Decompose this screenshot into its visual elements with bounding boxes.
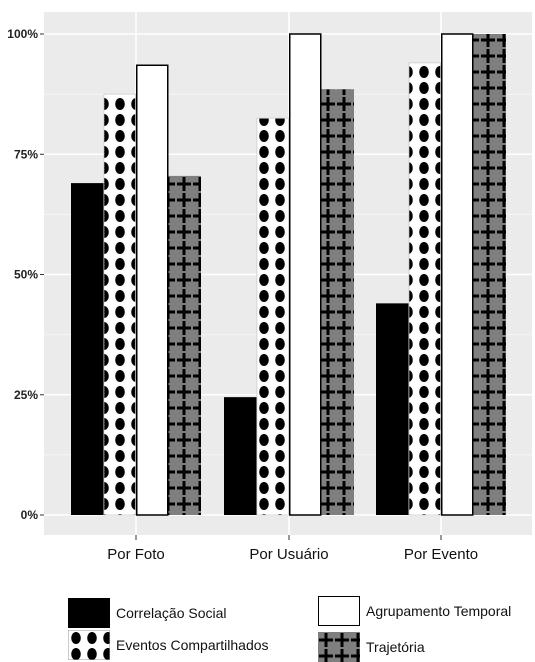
- bar-solid-0: [71, 183, 104, 516]
- x-tick-label: Por Usuário: [249, 546, 328, 563]
- bar-crosses-1: [321, 89, 354, 515]
- legend-label: Correlação Social: [116, 605, 227, 621]
- x-tick-label: Por Evento: [404, 546, 478, 563]
- legend-label: Trajetória: [366, 639, 425, 655]
- bar-blank-2: [441, 33, 474, 516]
- legend-swatch-solid: [68, 598, 110, 628]
- legend-item-eventos-compartilhados: Eventos Compartilhados: [68, 630, 269, 660]
- bar-solid-1: [224, 397, 257, 515]
- bar-crosses-0: [168, 175, 201, 515]
- bar-dots-1: [256, 117, 289, 516]
- bar-dots-2: [408, 62, 441, 516]
- y-tick-label: 100%: [7, 27, 38, 41]
- bars: [71, 33, 506, 516]
- bar-chart: 0% 25% 50% 75% 100% Por Foto Por Usuário Por E…: [7, 12, 532, 563]
- y-tick-label: 25%: [14, 388, 38, 402]
- y-tick-label: 0%: [21, 508, 39, 522]
- legend-item-trajetoria: Trajetória: [318, 632, 425, 662]
- legend-label: Eventos Compartilhados: [116, 637, 269, 653]
- legend-label: Agrupamento Temporal: [366, 603, 512, 619]
- legend-swatch-dots: [68, 630, 110, 660]
- y-axis-ticks: 0% 25% 50% 75% 100%: [7, 27, 44, 522]
- legend: Correlação Social Eventos Compartilhados…: [0, 590, 535, 662]
- bar-dots-0: [103, 93, 137, 516]
- x-axis-ticks: Por Foto Por Usuário Por Evento: [107, 535, 478, 563]
- y-tick-label: 75%: [14, 147, 38, 161]
- legend-swatch-crosses: [318, 632, 360, 662]
- bar-blank-0: [136, 64, 169, 516]
- bar-solid-2: [376, 303, 409, 515]
- legend-swatch-blank: [318, 596, 360, 626]
- y-tick-label: 50%: [14, 268, 38, 282]
- legend-item-correlacao-social: Correlação Social: [68, 598, 227, 628]
- bar-crosses-2: [473, 34, 506, 515]
- bar-blank-1: [289, 33, 322, 516]
- x-tick-label: Por Foto: [107, 546, 165, 563]
- legend-item-agrupamento-temporal: Agrupamento Temporal: [318, 596, 511, 626]
